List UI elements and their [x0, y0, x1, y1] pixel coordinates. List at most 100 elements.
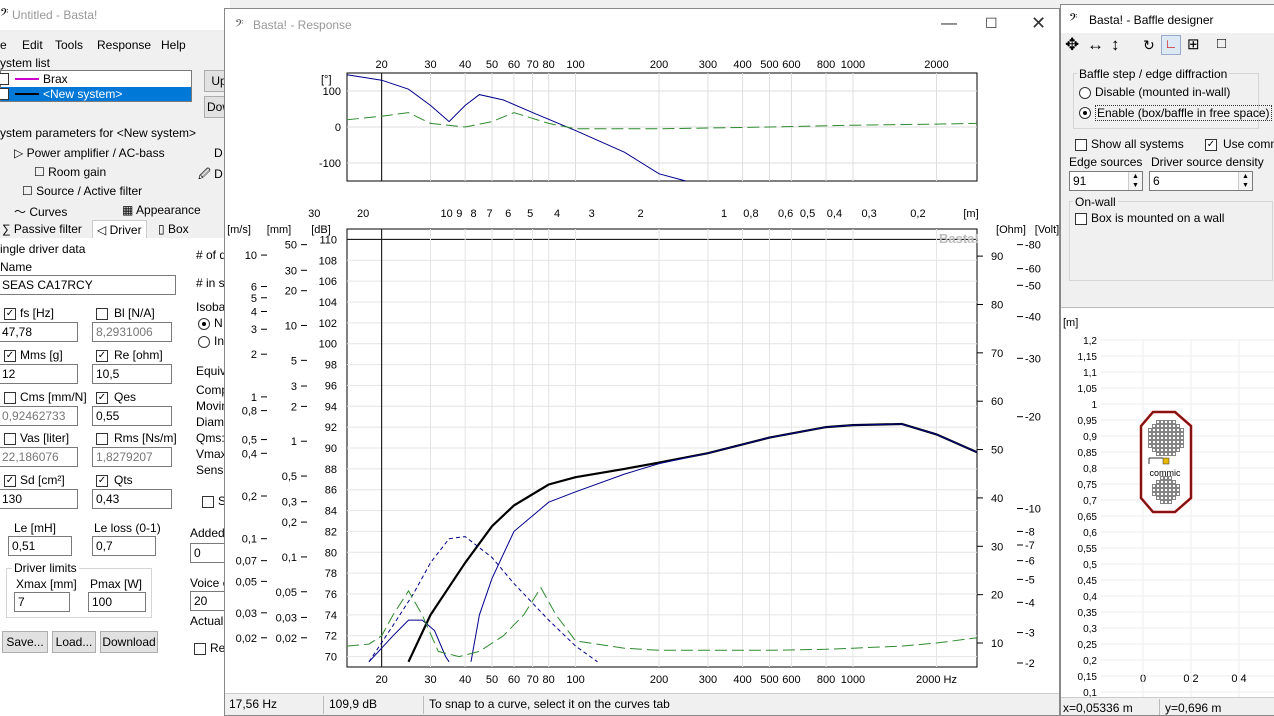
- close-icon[interactable]: ✕: [1031, 13, 1047, 33]
- grid-icon[interactable]: ⊞: [1187, 36, 1200, 53]
- response-window: 𝄢 Basta! - Response — ☐ ✕ [°] 100 0 -100 20 3…: [224, 8, 1060, 716]
- move-icon[interactable]: ✥: [1065, 35, 1080, 54]
- pmax-input[interactable]: 100: [88, 592, 146, 612]
- driver-source-point: [1152, 440, 1156, 444]
- bl-checkbox[interactable]: [96, 308, 108, 320]
- qts-checkbox[interactable]: ✓: [96, 475, 108, 487]
- driver-source-point: [1156, 444, 1160, 448]
- side-s-checkbox[interactable]: [202, 496, 214, 508]
- baffle-plot[interactable]: [m] 1,2 1,15 1,1 1,05 1 0,95 0,9 0,85 0,8 0,75 0,7 0…: [1061, 308, 1274, 715]
- cms-checkbox[interactable]: [4, 392, 16, 404]
- isobaric-none-radio[interactable]: [198, 318, 210, 330]
- sd-checkbox[interactable]: ✓: [4, 475, 16, 487]
- tab-box[interactable]: ▯ Box: [158, 222, 189, 236]
- system-new-name: <New system>: [43, 87, 123, 101]
- qes-label: Qes: [114, 390, 137, 404]
- driver-source-point: [1168, 480, 1172, 484]
- tab-d2[interactable]: 🖉 D: [198, 167, 223, 181]
- driver-source-point: [1172, 488, 1176, 492]
- system-item-new[interactable]: ✓ <New system>: [0, 87, 191, 101]
- driver-name-input[interactable]: SEAS CA17RCY: [0, 275, 176, 295]
- density-input[interactable]: 6 ▲ ▼: [1149, 171, 1253, 191]
- re-checkbox[interactable]: ✓: [96, 350, 108, 362]
- menu-help[interactable]: Help: [161, 38, 186, 52]
- menu-tools[interactable]: Tools: [55, 38, 84, 52]
- qes-checkbox[interactable]: ✓: [96, 392, 108, 404]
- density-spin-icon[interactable]: ▲ ▼: [1238, 172, 1252, 190]
- side-re-checkbox[interactable]: [194, 643, 206, 655]
- le-input[interactable]: 0,51: [8, 536, 72, 556]
- save-button[interactable]: Save...: [2, 631, 48, 653]
- cms-input[interactable]: 0,92462733: [0, 406, 78, 426]
- leloss-input[interactable]: 0,7: [92, 536, 156, 556]
- maximize-icon[interactable]: ☐: [985, 15, 998, 31]
- tab-passive-filter[interactable]: ∑ Passive filter: [2, 222, 82, 236]
- tab-d1[interactable]: D: [214, 146, 223, 160]
- corner-icon[interactable]: ∟: [1161, 35, 1181, 55]
- menu-edit[interactable]: Edit: [22, 38, 43, 52]
- minimize-icon[interactable]: —: [941, 15, 957, 32]
- system-new-checkbox[interactable]: ✓: [0, 88, 9, 100]
- system-list[interactable]: Brax ✓ <New system>: [0, 70, 192, 102]
- tab-source[interactable]: ☐ Source / Active filter: [22, 184, 143, 198]
- fs-input[interactable]: 47,78: [0, 322, 78, 342]
- wavelength-tick: 0,6: [778, 208, 793, 220]
- disable-radio[interactable]: [1079, 87, 1091, 99]
- qts-input[interactable]: 0,43: [92, 489, 172, 509]
- square-icon[interactable]: □: [1217, 35, 1227, 52]
- rms-input[interactable]: 1,8279207: [92, 447, 172, 467]
- up-button[interactable]: Up: [204, 70, 230, 92]
- sd-input[interactable]: 130: [0, 489, 78, 509]
- mms-input[interactable]: 12: [0, 364, 78, 384]
- rms-checkbox[interactable]: [96, 433, 108, 445]
- tab-driver[interactable]: ◁ Driver: [92, 220, 147, 239]
- menu-file[interactable]: e: [0, 38, 7, 52]
- voice-input[interactable]: 20: [190, 591, 230, 611]
- tab-power-amp[interactable]: ▷ Power amplifier / AC-bass: [14, 146, 165, 160]
- system-new-color: [15, 93, 39, 95]
- edge-spin-icon[interactable]: ▲ ▼: [1128, 172, 1142, 190]
- use-common-checkbox[interactable]: ✓: [1205, 139, 1217, 151]
- driver-source-point: [1156, 428, 1160, 432]
- isobaric-in-radio[interactable]: [198, 336, 210, 348]
- freq-tick-bottom: 2000 Hz: [916, 674, 957, 686]
- baffle-canvas[interactable]: [m] 1,2 1,15 1,1 1,05 1 0,95 0,9 0,85 0,8 0,75 0,7 0…: [1061, 307, 1274, 715]
- driver-source-point: [1172, 484, 1176, 488]
- horizontal-arrows-icon[interactable]: ↔: [1087, 35, 1104, 54]
- edge-sources-input[interactable]: 91 ▲ ▼: [1069, 171, 1143, 191]
- tab-appearance[interactable]: ▦ Appearance: [122, 203, 201, 217]
- vas-input[interactable]: 22,186076: [0, 447, 78, 467]
- mms-checkbox[interactable]: ✓: [4, 350, 16, 362]
- enable-radio[interactable]: [1079, 107, 1091, 119]
- baffle-title: Basta! - Baffle designer: [1089, 13, 1214, 27]
- fs-checkbox[interactable]: ✓: [4, 308, 16, 320]
- xmax-input[interactable]: 7: [14, 592, 70, 612]
- bl-input[interactable]: 8,2931006: [92, 322, 172, 342]
- show-all-checkbox[interactable]: [1075, 139, 1087, 151]
- driver-source-point: [1176, 488, 1180, 492]
- driver-source-point: [1156, 452, 1160, 456]
- menu-response[interactable]: Response: [97, 38, 152, 52]
- rotate-icon[interactable]: ↻: [1143, 37, 1155, 53]
- load-button[interactable]: Load...: [52, 631, 96, 653]
- db-tick-label: 84: [325, 506, 337, 518]
- re-input[interactable]: 10,5: [92, 364, 172, 384]
- tab-room-gain[interactable]: ☐ Room gain: [34, 165, 107, 179]
- excursion-tick: 5: [291, 355, 297, 367]
- vas-checkbox[interactable]: [4, 433, 16, 445]
- db-tick-label: 106: [319, 276, 337, 288]
- impedance-tick: 20: [991, 590, 1003, 602]
- download-button[interactable]: Download: [100, 631, 158, 653]
- tab-curves[interactable]: 〜 Curves: [14, 205, 68, 219]
- freq-tick-top: 30: [424, 59, 436, 71]
- voltage-tick: -40: [1025, 312, 1041, 324]
- qes-input[interactable]: 0,55: [92, 406, 172, 426]
- unit-label: [Ohm]: [996, 224, 1026, 236]
- onwall-checkbox[interactable]: [1075, 213, 1087, 225]
- voltage-tick: -30: [1025, 353, 1041, 365]
- freq-tick-top: 200: [650, 59, 668, 71]
- system-brax-checkbox[interactable]: [0, 73, 9, 85]
- system-item-brax[interactable]: Brax: [0, 72, 191, 86]
- vertical-arrows-icon[interactable]: ↕: [1111, 35, 1120, 54]
